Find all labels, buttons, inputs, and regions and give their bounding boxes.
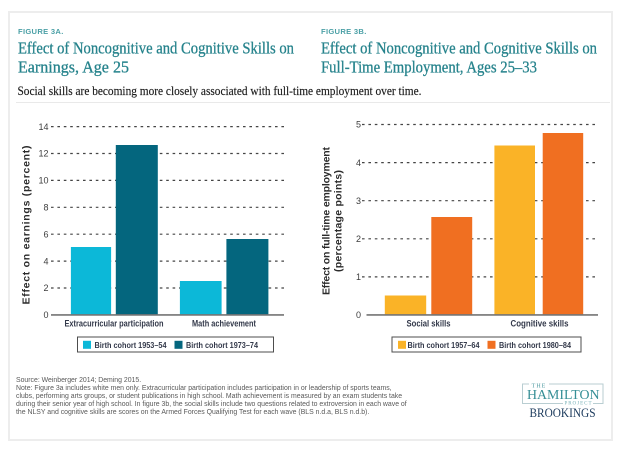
- svg-text:Effect of Noncognitive and Cog: Effect of Noncognitive and Cognitive Ski…: [18, 39, 294, 58]
- svg-text:8: 8: [43, 203, 48, 213]
- svg-text:4: 4: [356, 158, 361, 168]
- svg-text:2: 2: [43, 283, 48, 293]
- svg-text:Earnings, Age 25: Earnings, Age 25: [18, 58, 129, 77]
- svg-text:HAMILTON: HAMILTON: [527, 388, 600, 403]
- svg-text:6: 6: [43, 229, 48, 239]
- svg-text:14: 14: [38, 122, 48, 132]
- svg-text:Birth cohort 1980–84: Birth cohort 1980–84: [499, 340, 571, 350]
- svg-text:BROOKINGS: BROOKINGS: [530, 406, 596, 420]
- svg-text:Birth cohort 1957–64: Birth cohort 1957–64: [408, 340, 480, 350]
- svg-text:FIGURE 3A.: FIGURE 3A.: [18, 27, 64, 36]
- svg-text:Social skills are becoming mor: Social skills are becoming more closely …: [18, 84, 422, 98]
- svg-text:(percentage points): (percentage points): [333, 170, 345, 272]
- svg-text:12: 12: [38, 149, 48, 159]
- svg-text:Birth cohort 1973–74: Birth cohort 1973–74: [186, 340, 258, 350]
- svg-text:0: 0: [356, 310, 361, 320]
- svg-text:PROJECT: PROJECT: [564, 402, 592, 407]
- svg-text:Effect on full-time employment: Effect on full-time employment: [321, 147, 333, 296]
- svg-text:4: 4: [43, 256, 48, 266]
- svg-text:Birth cohort 1953–54: Birth cohort 1953–54: [95, 340, 167, 350]
- svg-text:1: 1: [356, 272, 361, 282]
- svg-text:5: 5: [356, 120, 361, 130]
- svg-text:3: 3: [356, 196, 361, 206]
- svg-text:Effect of Noncognitive and Cog: Effect of Noncognitive and Cognitive Ski…: [321, 39, 597, 58]
- svg-text:Full-Time Employment, Ages 25–: Full-Time Employment, Ages 25–33: [321, 58, 537, 77]
- svg-text:Cognitive skills: Cognitive skills: [511, 319, 569, 329]
- svg-text:10: 10: [38, 176, 48, 186]
- svg-text:Math achievement: Math achievement: [192, 319, 256, 329]
- svg-text:FIGURE 3B.: FIGURE 3B.: [321, 27, 367, 36]
- svg-text:Effect on earnings (percent): Effect on earnings (percent): [21, 146, 33, 305]
- svg-text:0: 0: [43, 310, 48, 320]
- svg-text:Social skills: Social skills: [407, 319, 451, 329]
- svg-text:THE: THE: [532, 384, 547, 390]
- svg-text:Extracurricular participation: Extracurricular participation: [65, 319, 164, 329]
- svg-text:2: 2: [356, 234, 361, 244]
